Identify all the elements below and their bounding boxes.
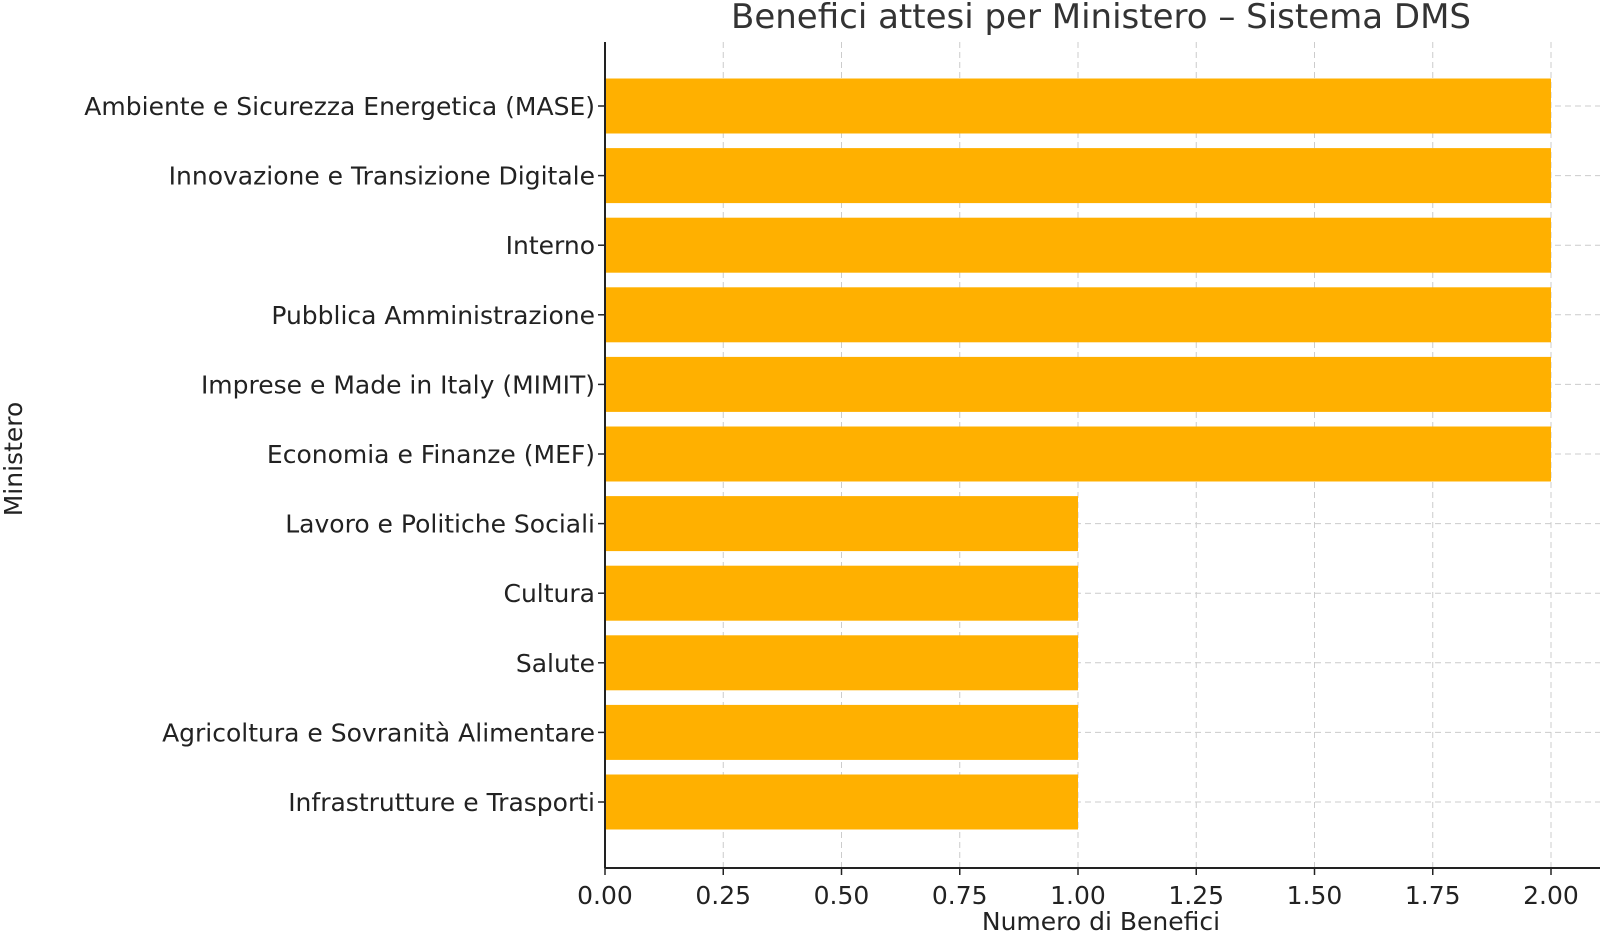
bars-layer — [605, 78, 1551, 830]
chart-title: Benefici attesi per Ministero – Sistema … — [731, 0, 1471, 37]
axes-layer — [604, 42, 1600, 869]
y-tick-label: Lavoro e Politiche Sociali — [285, 510, 595, 539]
x-tick-label: 2.00 — [1523, 881, 1579, 910]
ticks-layer — [598, 105, 1552, 875]
x-tick-label: 0.50 — [814, 881, 870, 910]
y-tick-label: Interno — [506, 231, 595, 260]
y-axis-label: Ministero — [0, 402, 28, 517]
y-tick-label: Economia e Finanze (MEF) — [267, 440, 595, 469]
labels-layer: 0.00 0.25 0.50 0.75 1.00 1.25 1.50 1.75 2.00 Ambi… — [84, 92, 1579, 910]
bar — [605, 426, 1551, 482]
bar — [605, 78, 1551, 134]
x-tick-label: 0.25 — [695, 881, 751, 910]
y-tick-label: Cultura — [504, 579, 596, 608]
bar — [605, 774, 1078, 830]
y-tick-label: Ambiente e Sicurezza Energetica (MASE) — [84, 92, 595, 121]
bar — [605, 287, 1551, 343]
y-tick-label: Imprese e Made in Italy (MIMIT) — [201, 370, 595, 399]
bar — [605, 148, 1551, 204]
x-tick-label: 1.25 — [1168, 881, 1224, 910]
x-tick-label: 0.00 — [577, 881, 633, 910]
bar — [605, 217, 1551, 273]
x-tick-label: 1.50 — [1287, 881, 1343, 910]
bar — [605, 356, 1551, 412]
y-tick-label: Innovazione e Transizione Digitale — [169, 162, 595, 191]
bar — [605, 565, 1078, 621]
x-axis-label: Numero di Benefici — [982, 907, 1220, 934]
bar — [605, 704, 1078, 760]
x-tick-label: 0.75 — [932, 881, 988, 910]
y-tick-label: Pubblica Amministrazione — [271, 301, 595, 330]
x-tick-label: 1.00 — [1050, 881, 1106, 910]
bar — [605, 635, 1078, 691]
y-tick-label: Salute — [516, 649, 595, 678]
y-tick-label: Infrastrutture e Trasporti — [288, 788, 595, 817]
bar — [605, 496, 1078, 552]
x-tick-label: 1.75 — [1405, 881, 1461, 910]
y-tick-label: Agricoltura e Sovranità Alimentare — [162, 718, 595, 747]
